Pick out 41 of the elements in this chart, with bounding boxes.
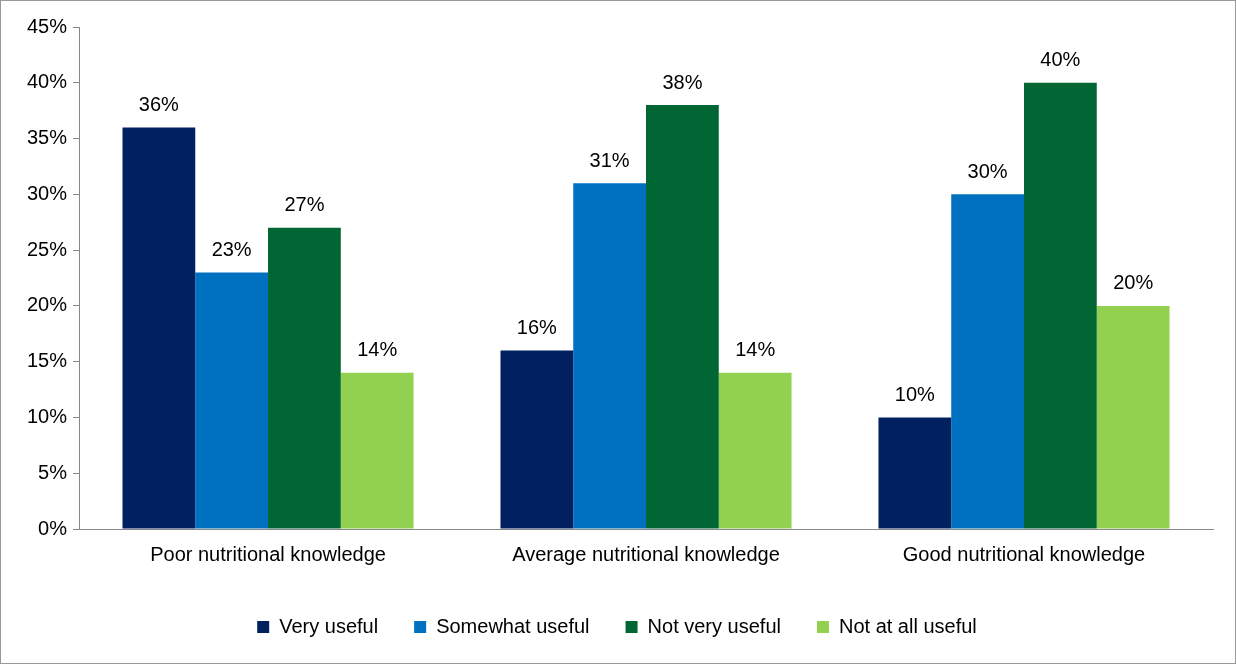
data-label: 14% (735, 338, 776, 361)
bar (340, 372, 414, 529)
data-label: 16% (516, 316, 558, 339)
bar (195, 272, 269, 529)
bar (1096, 305, 1170, 529)
data-label: 40% (1040, 48, 1081, 71)
bar (573, 183, 647, 529)
bar (878, 417, 952, 529)
bar (951, 194, 1025, 529)
y-tick-label: 15% (27, 349, 68, 372)
x-tick-label: Good nutritional knowledge (902, 542, 1146, 565)
y-tick-label: 35% (27, 126, 68, 149)
data-label: 38% (662, 70, 703, 93)
y-tick-label: 40% (27, 70, 68, 93)
bar (646, 105, 719, 529)
bar (500, 350, 574, 529)
y-tick-label: 20% (27, 293, 68, 316)
bar (268, 227, 341, 529)
y-tick-label: 5% (38, 460, 68, 483)
legend-label: Very useful (279, 614, 379, 637)
data-label: 36% (138, 92, 180, 115)
y-tick-label: 10% (27, 404, 68, 427)
data-label: 23% (211, 237, 252, 260)
y-tick-label: 45% (27, 14, 68, 37)
bar (1024, 82, 1097, 529)
x-tick-label: Average nutritional knowledge (512, 542, 780, 565)
bar (122, 127, 196, 529)
y-tick-label: 25% (27, 237, 68, 260)
x-tick-label: Poor nutritional knowledge (150, 542, 386, 565)
y-tick-label: 30% (27, 181, 68, 204)
legend-label: Not at all useful (838, 614, 977, 637)
y-tick-label: 0% (38, 516, 68, 539)
data-label: 14% (357, 338, 398, 361)
legend-label: Somewhat useful (436, 614, 590, 637)
data-label: 20% (1113, 271, 1154, 294)
data-label: 30% (967, 159, 1008, 182)
data-label: 27% (284, 193, 325, 216)
data-label: 31% (589, 148, 630, 171)
legend-label: Not very useful (647, 614, 781, 637)
data-label: 10% (894, 382, 936, 405)
bar (718, 372, 792, 529)
